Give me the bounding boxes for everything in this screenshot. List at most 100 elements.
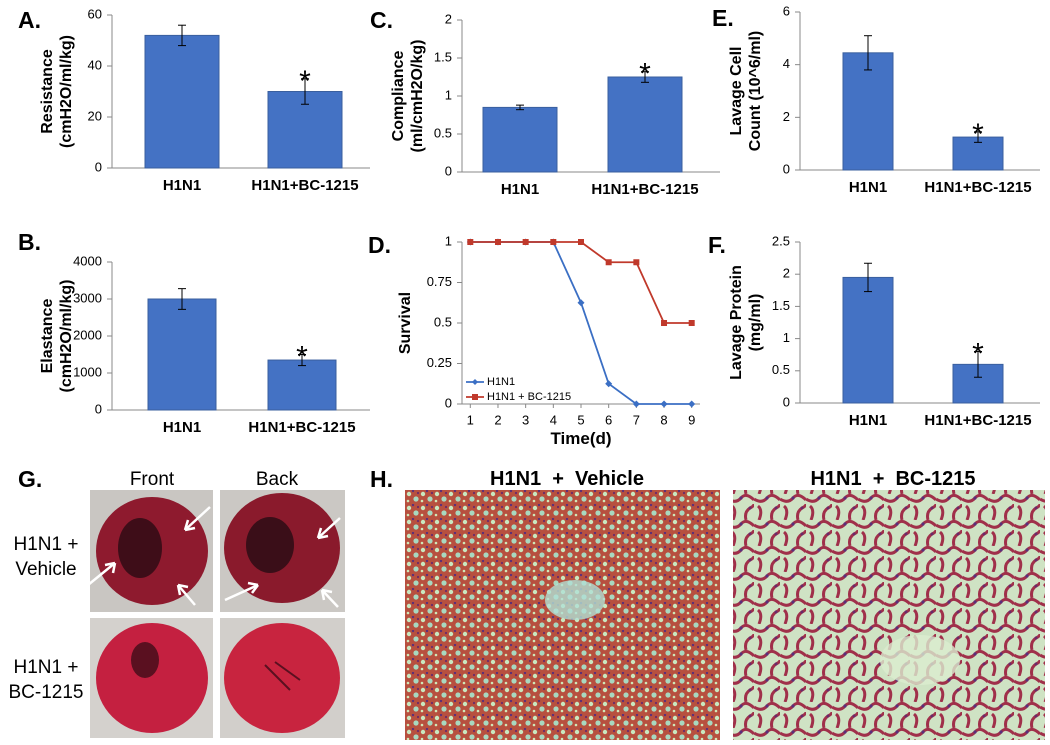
column-label: Back bbox=[256, 469, 299, 490]
chart: D. Survival 0 0.25 0.5 0.75 1 1 2 3 4 5 6 7 8 9 Time(d) H… bbox=[368, 232, 700, 448]
marker bbox=[522, 239, 529, 245]
y-tick-label: 1 bbox=[445, 233, 452, 248]
bar bbox=[607, 76, 683, 173]
marker bbox=[605, 259, 612, 266]
y-tick-label: 1 bbox=[783, 330, 790, 345]
x-tick-label: 6 bbox=[605, 412, 612, 427]
panel-label: B. bbox=[18, 229, 41, 255]
legend-marker bbox=[472, 394, 478, 400]
significance-marker: * bbox=[972, 118, 984, 151]
chart: E. Lavage Cell Count (10^6/ml) 0 2 4 6 H1N1 H1N1… bbox=[712, 3, 1040, 196]
y-tick-label: 0 bbox=[783, 161, 790, 176]
row-label: H1N1 + bbox=[14, 534, 79, 555]
y-tick-label: 0 bbox=[95, 159, 102, 174]
lung-photos bbox=[87, 490, 345, 738]
bar bbox=[842, 52, 894, 171]
legend-label: H1N1 bbox=[487, 376, 515, 388]
chart: B. Elastance (cmH2O/ml/kg) 0 1000 2000 3000 400… bbox=[18, 229, 370, 436]
y-axis-label: Count (10^6/ml) bbox=[747, 31, 764, 151]
legend-label: H1N1 + BC-1215 bbox=[487, 391, 571, 403]
marker bbox=[605, 380, 613, 388]
column-label: Front bbox=[130, 469, 175, 490]
x-tick-label: 2 bbox=[494, 412, 501, 427]
x-tick-label: H1N1 bbox=[849, 179, 887, 196]
panel-label: F. bbox=[708, 232, 726, 258]
y-tick-label: 4000 bbox=[73, 253, 102, 268]
error-bar bbox=[301, 78, 309, 105]
marker bbox=[550, 239, 557, 245]
significance-marker: * bbox=[639, 58, 651, 91]
error-bar bbox=[178, 288, 186, 310]
x-tick-label: H1N1 bbox=[501, 181, 539, 198]
y-tick-label: 0.25 bbox=[427, 355, 452, 370]
y-tick-label: 1000 bbox=[73, 364, 102, 379]
y-tick-label: 40 bbox=[88, 57, 102, 72]
bar bbox=[267, 359, 337, 411]
y-tick-label: 2.5 bbox=[772, 233, 790, 248]
x-tick-label: H1N1 bbox=[163, 177, 201, 194]
panel-label: E. bbox=[712, 5, 734, 31]
y-tick-label: 0 bbox=[95, 401, 102, 416]
chart: F.Lavage Protein (mg/ml) 0 0.5 1 1.5 2 2.5 H1N1 H… bbox=[708, 232, 1040, 429]
line bbox=[470, 241, 692, 324]
error-bar bbox=[974, 350, 982, 378]
y-tick-label: 60 bbox=[88, 6, 102, 21]
x-tick-label: 5 bbox=[577, 412, 584, 427]
significance-marker: * bbox=[299, 65, 311, 98]
x-tick-label: 3 bbox=[522, 412, 529, 427]
y-axis-label: Lavage Protein bbox=[728, 265, 745, 380]
x-tick-label: 1 bbox=[467, 412, 474, 427]
significance-marker: * bbox=[296, 341, 308, 374]
y-axis-label: (cmH2O/ml/kg) bbox=[58, 35, 75, 148]
marker bbox=[467, 239, 474, 245]
marker bbox=[688, 320, 695, 326]
panel-label: H. bbox=[370, 466, 393, 492]
row-label: BC-1215 bbox=[9, 682, 84, 703]
error-bar bbox=[974, 131, 982, 143]
error-bar bbox=[178, 24, 186, 47]
x-tick-label: H1N1+BC-1215 bbox=[251, 177, 358, 194]
y-tick-label: 1.5 bbox=[772, 298, 790, 313]
chart: A. Resistance (cmH2O/ml/kg) 0 20 40 60 H1N1 H1N1… bbox=[18, 6, 370, 194]
bar bbox=[842, 276, 894, 404]
y-tick-label: 2000 bbox=[73, 327, 102, 342]
y-tick-label: 0 bbox=[445, 395, 452, 410]
marker bbox=[661, 320, 668, 326]
x-tick-label: 9 bbox=[688, 412, 695, 427]
y-tick-label: 2 bbox=[783, 109, 790, 124]
y-tick-label: 20 bbox=[88, 108, 102, 123]
marker bbox=[660, 400, 668, 408]
y-tick-label: 4 bbox=[783, 56, 790, 71]
x-tick-label: 7 bbox=[633, 412, 640, 427]
error-bar bbox=[516, 104, 524, 111]
error-bar bbox=[864, 35, 872, 71]
x-tick-label: H1N1+BC-1215 bbox=[924, 412, 1031, 429]
y-axis-label: (cmH2O/ml/kg) bbox=[58, 280, 75, 393]
x-tick-label: 8 bbox=[660, 412, 667, 427]
row-label: Vehicle bbox=[15, 559, 76, 580]
bar bbox=[144, 34, 220, 169]
x-tick-label: 4 bbox=[550, 412, 557, 427]
chart: C. Compliance (ml/cmH2O/kg) 0 0.5 1 1.5 2 H1N1 H1… bbox=[370, 7, 720, 198]
histology-image bbox=[733, 490, 1045, 740]
panel-label: G. bbox=[18, 466, 42, 492]
bar bbox=[482, 106, 558, 173]
y-tick-label: 1 bbox=[445, 87, 452, 102]
y-tick-label: 2 bbox=[783, 266, 790, 281]
error-bar bbox=[641, 71, 649, 83]
y-tick-label: 0.75 bbox=[427, 274, 452, 289]
error-bar bbox=[864, 262, 872, 293]
image-title: H1N1 + Vehicle bbox=[490, 468, 644, 490]
legend-marker bbox=[472, 379, 478, 385]
y-axis-label: Lavage Cell bbox=[728, 47, 745, 136]
y-tick-label: 0.5 bbox=[772, 362, 790, 377]
marker bbox=[633, 259, 640, 266]
marker bbox=[632, 400, 640, 408]
row-label: H1N1 + bbox=[14, 657, 79, 678]
x-tick-label: H1N1+BC-1215 bbox=[248, 419, 355, 436]
y-axis-label: Compliance bbox=[390, 51, 407, 142]
histology-detail bbox=[545, 580, 605, 620]
panel-label: C. bbox=[370, 7, 393, 33]
x-tick-label: H1N1+BC-1215 bbox=[924, 179, 1031, 196]
